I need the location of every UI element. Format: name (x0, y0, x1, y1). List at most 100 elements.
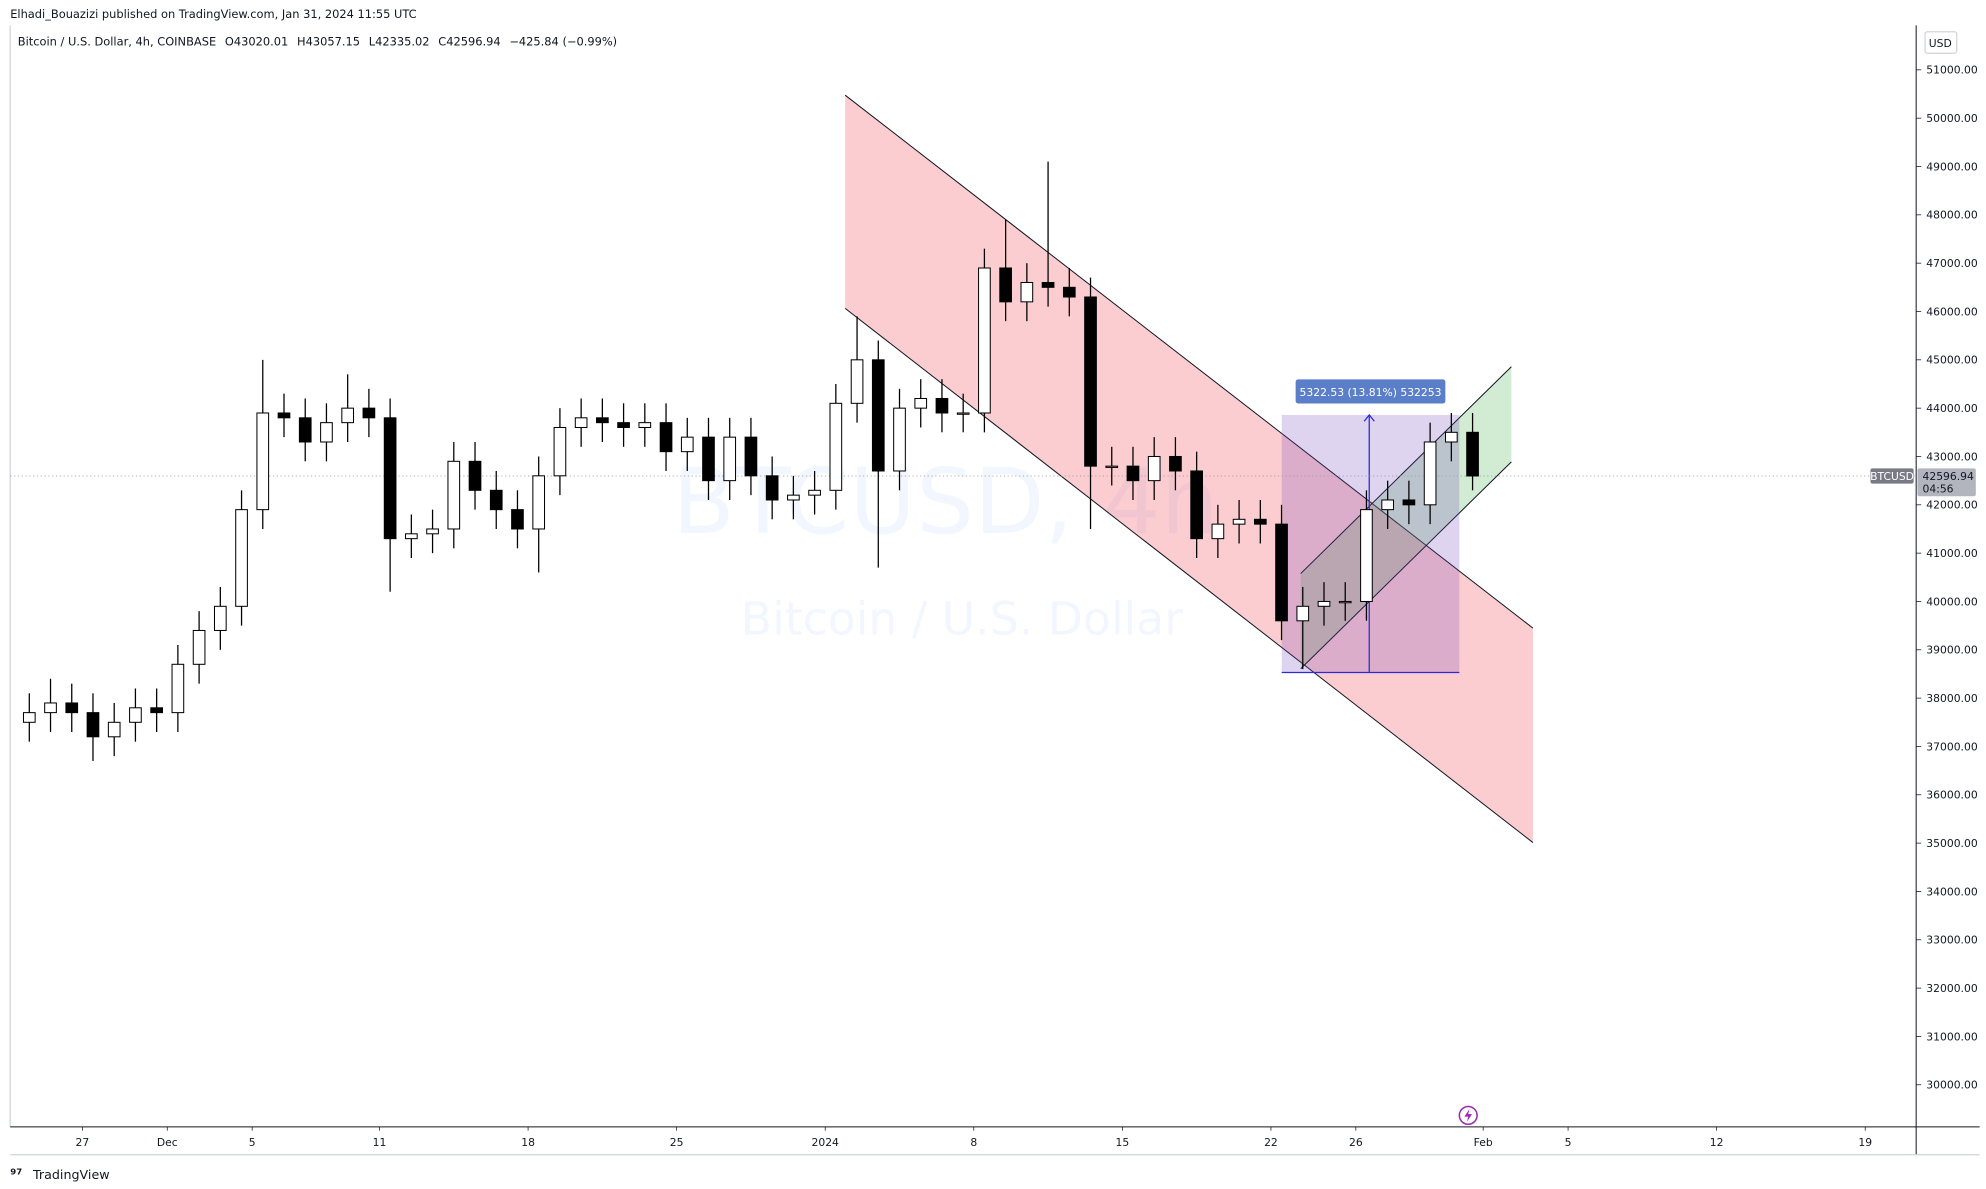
candle-body (44, 702, 57, 714)
y-tick-label: 38000.00 (1926, 692, 1978, 705)
y-tick-label: 50000.00 (1926, 112, 1978, 125)
y-tick-label: 51000.00 (1926, 64, 1978, 77)
candle-body (893, 407, 906, 472)
measure-box (1295, 379, 1446, 404)
candle-body (256, 412, 270, 511)
candle-body (1381, 499, 1395, 511)
channel-lower (844, 307, 1534, 843)
candle-body (1041, 281, 1055, 288)
candle-body (298, 417, 312, 443)
symbol-tag-text: BTCUSD (1870, 470, 1914, 483)
candle-body (1062, 286, 1076, 298)
x-tick-label: 8 (970, 1136, 977, 1149)
candle-body (468, 460, 482, 491)
x-tick-label: 26 (1349, 1136, 1363, 1149)
candle-body (744, 436, 758, 477)
candle-body (978, 267, 991, 414)
candle-body (277, 412, 291, 419)
candle-body (702, 436, 715, 482)
candle-body (1169, 455, 1182, 472)
symbol-tag (1870, 468, 1914, 484)
y-tick-label: 47000.00 (1926, 257, 1978, 270)
candle-body (1211, 523, 1225, 540)
candle-body (320, 422, 333, 443)
currency-box (1924, 31, 1958, 54)
legend-open: O43020.01 (225, 35, 288, 49)
x-tick-label: 25 (670, 1136, 684, 1149)
asc-lower (1300, 461, 1512, 670)
y-tick-label: 33000.00 (1926, 934, 1978, 947)
candle-body (22, 712, 36, 723)
range-arrow-head (1363, 413, 1375, 422)
candle-body (426, 528, 439, 535)
candle-body (871, 359, 885, 472)
currency: USD (1929, 37, 1952, 50)
x-tick-label: 11 (373, 1136, 387, 1149)
candle-body (1126, 465, 1140, 482)
legend-change: −425.84 (−0.99%) (509, 35, 617, 49)
price-tag-text: 42596.94 (1923, 470, 1975, 483)
legend: Bitcoin / U.S. Dollar, 4h, COINBASE O430… (18, 35, 617, 49)
candle-body (235, 509, 248, 607)
ascending-channel (1300, 366, 1512, 669)
candle-body (65, 702, 79, 714)
x-tick-label: 2024 (812, 1136, 840, 1149)
x-tick-label: Dec (157, 1136, 178, 1149)
legend-symbol: Bitcoin / U.S. Dollar, 4h, COINBASE (18, 35, 216, 49)
x-tick-label: 12 (1710, 1136, 1724, 1149)
x-tick-label: 18 (521, 1136, 535, 1149)
candle-body (1423, 441, 1437, 506)
candle-body (511, 509, 524, 530)
channel-upper (844, 94, 1534, 629)
candle-body (787, 494, 800, 501)
footer-logo: ⁹⁷ (10, 1167, 22, 1183)
candle-body (1147, 455, 1161, 482)
y-tick-label: 31000.00 (1926, 1030, 1978, 1043)
countdown: 04:56 (1923, 482, 1954, 495)
candle-body (447, 460, 461, 530)
y-tick-label: 49000.00 (1926, 160, 1978, 173)
candle-body (129, 707, 142, 723)
candle-body (1020, 281, 1034, 303)
y-tick-label: 30000.00 (1926, 1079, 1978, 1092)
x-tick-label: 15 (1116, 1136, 1130, 1149)
candle-body (383, 417, 397, 540)
candle-body (553, 426, 567, 477)
y-tick-label: 34000.00 (1926, 885, 1978, 898)
candle-body (1360, 509, 1373, 602)
candle-body (1466, 431, 1479, 477)
y-tick-label: 45000.00 (1926, 354, 1978, 367)
candle-body (999, 267, 1012, 303)
x-tick-label: 22 (1264, 1136, 1278, 1149)
candle-body (107, 721, 121, 738)
axes: 30000.00 31000.00 32000.00 33000.00 34000.00… (10, 64, 1978, 1149)
x-tick-label: 5 (1565, 1136, 1572, 1149)
legend-close: C42596.94 (438, 35, 500, 49)
candle-body (1105, 465, 1119, 468)
measure-label: 5322.53 (13.81%) 532253 (1300, 386, 1442, 399)
y-tick-label: 36000.00 (1926, 789, 1978, 802)
y-tick-label: 32000.00 (1926, 982, 1978, 995)
candle-body (362, 407, 376, 419)
candle-body (956, 412, 970, 415)
published-line: Elhadi_Bouazizi published on TradingView… (10, 7, 416, 21)
candle-body (1317, 600, 1331, 607)
price-tag (1917, 468, 1976, 497)
legend-low: L42335.02 (369, 35, 430, 49)
candle-body (723, 436, 737, 482)
y-tick-label: 48000.00 (1926, 209, 1978, 222)
candle-body (86, 712, 100, 738)
y-tick-label: 44000.00 (1926, 402, 1978, 415)
candles (22, 161, 1479, 761)
candle-body (150, 707, 163, 714)
candle-body (489, 489, 503, 511)
candle-body (808, 489, 821, 496)
candle-body (1402, 499, 1416, 506)
candle-body (213, 605, 227, 631)
y-tick-label: 37000.00 (1926, 740, 1978, 753)
y-tick-label: 42000.00 (1926, 499, 1978, 512)
candle-body (680, 436, 694, 453)
y-tick-label: 35000.00 (1926, 837, 1978, 850)
x-tick-label: 27 (76, 1136, 90, 1149)
